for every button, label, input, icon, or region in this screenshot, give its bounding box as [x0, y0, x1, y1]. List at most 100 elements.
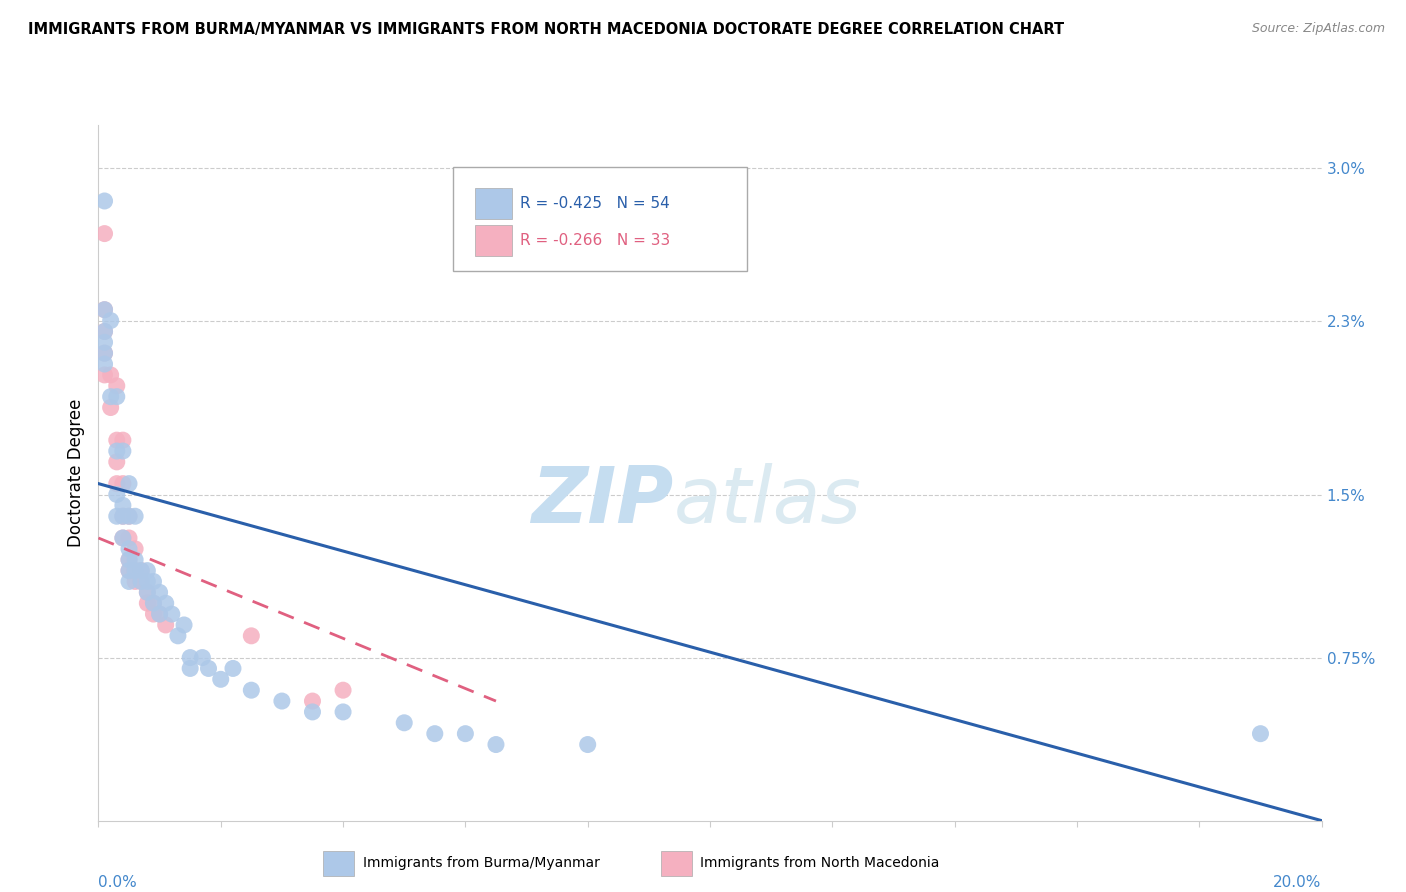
Point	[136, 585, 159, 599]
Point	[332, 683, 354, 698]
Point	[240, 629, 263, 643]
Point	[118, 476, 141, 491]
Point	[111, 531, 134, 545]
Point	[105, 433, 128, 447]
Point	[105, 390, 128, 404]
Point	[93, 357, 115, 371]
Point	[191, 650, 214, 665]
Point	[1249, 726, 1271, 740]
Point	[105, 476, 128, 491]
Point	[93, 346, 115, 360]
Point	[149, 607, 172, 621]
Point	[222, 661, 245, 675]
Point	[111, 531, 134, 545]
Point	[118, 531, 141, 545]
Point	[167, 629, 190, 643]
Point	[332, 705, 354, 719]
Point	[155, 618, 177, 632]
Text: Immigrants from Burma/Myanmar: Immigrants from Burma/Myanmar	[363, 856, 599, 871]
Point	[93, 302, 115, 317]
Point	[136, 574, 159, 589]
Point	[118, 564, 141, 578]
Point	[179, 650, 201, 665]
Text: R = -0.266   N = 33: R = -0.266 N = 33	[520, 233, 671, 248]
Point	[301, 694, 323, 708]
Point	[136, 596, 159, 610]
Point	[485, 738, 508, 752]
Point	[111, 499, 134, 513]
Point	[105, 444, 128, 458]
Text: 20.0%: 20.0%	[1274, 875, 1322, 890]
Point	[111, 444, 134, 458]
Point	[93, 368, 115, 382]
Point	[149, 585, 172, 599]
Text: R = -0.425   N = 54: R = -0.425 N = 54	[520, 196, 671, 211]
Point	[124, 541, 146, 556]
Point	[576, 738, 599, 752]
Point	[93, 325, 115, 339]
Point	[93, 302, 115, 317]
Point	[392, 715, 416, 730]
Point	[93, 325, 115, 339]
Point	[105, 455, 128, 469]
Point	[124, 509, 146, 524]
Point	[124, 574, 146, 589]
Point	[197, 661, 219, 675]
Point	[111, 476, 134, 491]
Point	[93, 346, 115, 360]
Point	[124, 564, 146, 578]
Y-axis label: Doctorate Degree: Doctorate Degree	[66, 399, 84, 547]
Text: 0.0%: 0.0%	[98, 875, 138, 890]
Point	[100, 390, 122, 404]
Point	[129, 564, 152, 578]
Point	[124, 552, 146, 567]
Point	[111, 433, 134, 447]
Point	[100, 313, 122, 327]
Point	[129, 574, 152, 589]
Point	[136, 564, 159, 578]
Point	[209, 673, 232, 687]
Text: IMMIGRANTS FROM BURMA/MYANMAR VS IMMIGRANTS FROM NORTH MACEDONIA DOCTORATE DEGRE: IMMIGRANTS FROM BURMA/MYANMAR VS IMMIGRA…	[28, 22, 1064, 37]
Point	[105, 509, 128, 524]
Point	[173, 618, 195, 632]
Point	[118, 541, 141, 556]
Point	[142, 574, 165, 589]
Point	[270, 694, 292, 708]
Point	[118, 552, 141, 567]
Point	[423, 726, 446, 740]
Point	[149, 607, 172, 621]
Point	[179, 661, 201, 675]
Point	[142, 596, 165, 610]
Point	[129, 574, 152, 589]
Point	[93, 335, 115, 350]
Point	[100, 368, 122, 382]
Text: ZIP: ZIP	[531, 463, 673, 539]
Point	[118, 552, 141, 567]
Point	[155, 596, 177, 610]
Point	[93, 194, 115, 208]
Point	[454, 726, 477, 740]
Text: Immigrants from North Macedonia: Immigrants from North Macedonia	[700, 856, 939, 871]
Point	[105, 487, 128, 501]
Point	[93, 227, 115, 241]
Point	[105, 378, 128, 392]
Point	[111, 509, 134, 524]
FancyBboxPatch shape	[475, 188, 512, 219]
Point	[118, 509, 141, 524]
Point	[240, 683, 263, 698]
FancyBboxPatch shape	[453, 167, 747, 271]
Point	[118, 509, 141, 524]
Text: atlas: atlas	[673, 463, 862, 539]
Point	[301, 705, 323, 719]
Point	[111, 509, 134, 524]
Text: Source: ZipAtlas.com: Source: ZipAtlas.com	[1251, 22, 1385, 36]
Point	[136, 585, 159, 599]
Point	[100, 401, 122, 415]
Point	[118, 574, 141, 589]
Point	[160, 607, 183, 621]
Point	[118, 564, 141, 578]
FancyBboxPatch shape	[475, 225, 512, 256]
Point	[142, 607, 165, 621]
Point	[129, 564, 152, 578]
Point	[124, 564, 146, 578]
